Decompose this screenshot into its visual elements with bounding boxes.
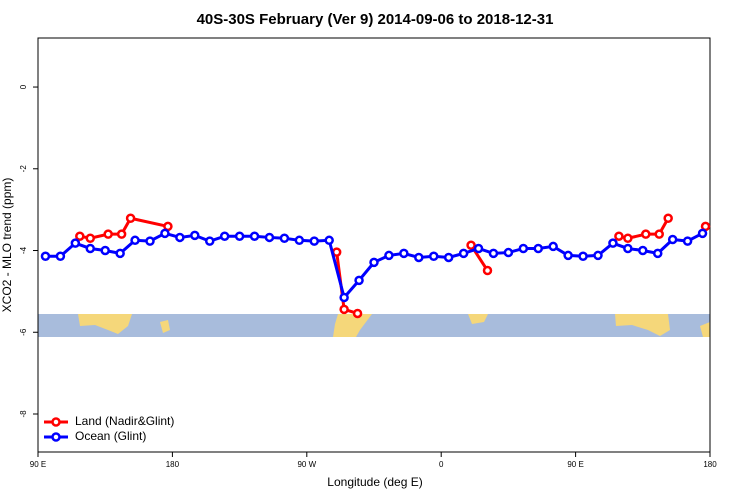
land-shape: [333, 314, 372, 337]
point: [75, 231, 85, 241]
land-shape: [78, 314, 132, 334]
point: [234, 231, 245, 241]
land-shape: [468, 314, 488, 324]
point: [443, 252, 454, 263]
point: [654, 229, 664, 239]
point: [145, 236, 155, 246]
y-tick-label: 0: [19, 84, 28, 89]
x-tick-label: 180: [703, 460, 717, 469]
point: [533, 243, 544, 254]
point: [667, 234, 678, 245]
point: [593, 250, 603, 261]
point: [623, 243, 633, 254]
y-tick-label: -4: [19, 246, 28, 254]
point: [339, 292, 349, 303]
legend-label: Ocean (Glint): [75, 429, 146, 443]
series-line: [80, 218, 706, 313]
x-axis-label: Longitude (deg E): [327, 475, 422, 489]
point: [473, 243, 484, 254]
point: [641, 229, 651, 239]
point: [697, 228, 708, 239]
point: [614, 231, 624, 241]
point: [578, 251, 588, 261]
point: [116, 229, 127, 239]
plot-frame: [37, 37, 711, 453]
ocean-strip: [38, 314, 710, 337]
legend-label: Land (Nadir&Glint): [75, 414, 174, 428]
land-shape: [615, 314, 670, 336]
point: [682, 236, 693, 246]
chart-title: 40S-30S February (Ver 9) 2014-09-06 to 2…: [197, 11, 554, 28]
point: [175, 232, 185, 243]
point: [608, 238, 618, 248]
point: [548, 241, 558, 252]
point: [466, 240, 476, 250]
point: [652, 248, 663, 259]
y-axis-label: XCO2 - MLO trend (ppm): [0, 178, 14, 313]
point: [458, 248, 469, 259]
point: [623, 233, 633, 244]
x-tick-label: 90 W: [297, 460, 316, 469]
legend-marker: [51, 432, 61, 442]
point: [190, 230, 200, 241]
point: [482, 265, 493, 276]
point: [249, 231, 260, 241]
point: [85, 243, 96, 254]
point: [518, 243, 529, 254]
point: [339, 304, 349, 315]
point: [352, 308, 363, 319]
land-shape: [700, 322, 710, 337]
point: [399, 248, 409, 259]
point: [264, 232, 275, 243]
point: [130, 235, 140, 246]
point: [115, 248, 125, 259]
point: [503, 247, 514, 258]
point: [279, 233, 290, 244]
x-tick-label: 0: [439, 460, 444, 469]
y-tick-label: -2: [19, 165, 28, 173]
point: [428, 251, 439, 261]
point: [384, 250, 394, 261]
point: [219, 231, 230, 241]
point: [414, 252, 424, 263]
point: [488, 248, 499, 259]
y-tick-label: -6: [19, 328, 28, 336]
point: [55, 251, 66, 261]
point: [309, 236, 320, 246]
land-shape: [160, 320, 170, 333]
x-tick-label: 90 E: [567, 460, 583, 469]
x-tick-label: 180: [166, 460, 180, 469]
map-strip: [38, 314, 710, 337]
point: [294, 235, 305, 246]
point: [563, 250, 573, 261]
point: [204, 236, 215, 246]
point: [638, 245, 648, 256]
point: [369, 257, 379, 268]
point: [103, 229, 113, 239]
legend-marker: [51, 417, 61, 427]
point: [125, 213, 136, 223]
point: [663, 213, 673, 223]
point: [40, 251, 51, 261]
x-tick-label: 90 E: [30, 460, 46, 469]
point: [100, 245, 110, 256]
point: [70, 238, 81, 248]
point: [354, 275, 364, 286]
point: [160, 228, 170, 239]
y-tick-label: -8: [19, 410, 28, 418]
point: [324, 235, 334, 246]
point: [85, 233, 96, 244]
